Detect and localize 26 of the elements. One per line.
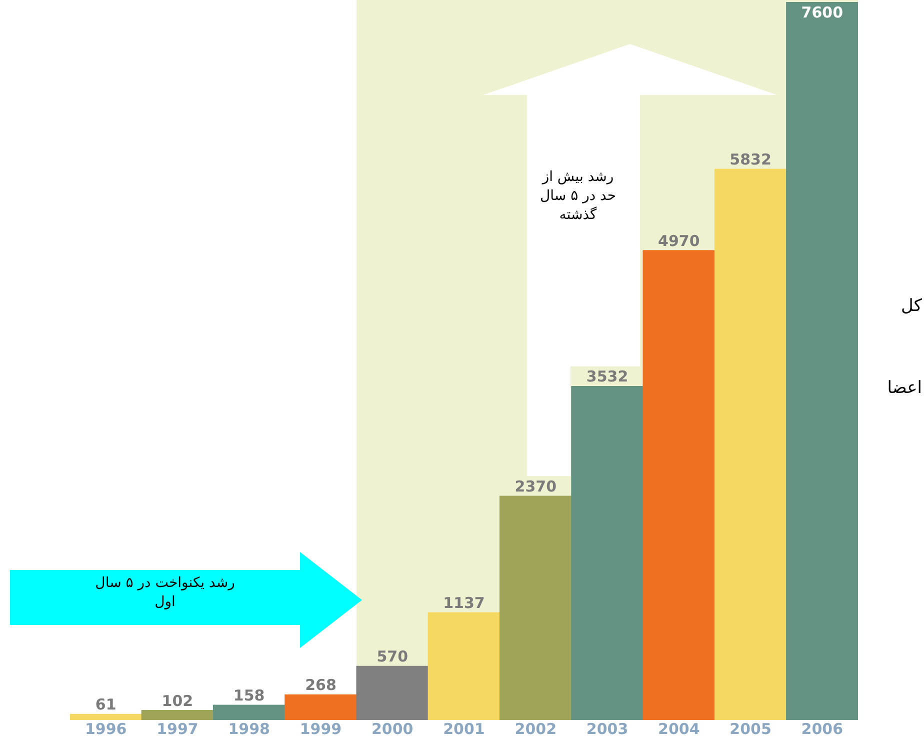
text: اعضا: [886, 378, 922, 398]
data-label: 61: [95, 696, 116, 714]
data-label: 2370: [514, 477, 557, 496]
x-tick-label: 1999: [300, 720, 342, 738]
data-label: 268: [305, 676, 336, 694]
x-tick-label: 1997: [156, 720, 198, 738]
data-label: 7600: [801, 3, 844, 22]
x-tick-label: 2006: [801, 720, 844, 738]
data-label: 1137: [443, 594, 485, 612]
text: کل: [900, 296, 922, 316]
x-tick-label: 2002: [514, 720, 557, 738]
data-label: 4970: [658, 232, 700, 250]
x-tick-label: 2000: [371, 720, 414, 738]
annotation: رشد بیش از حد در ۵ سال گذشته: [538, 168, 618, 225]
annotation: رشد یکنواخت در ۵ سال اول: [94, 574, 236, 612]
x-tick-label: 2001: [443, 720, 485, 738]
x-tick-label: 2004: [658, 720, 700, 738]
x-tick-label: 2005: [730, 720, 772, 738]
data-label: 158: [233, 686, 265, 704]
data-label: 570: [376, 648, 408, 666]
data-label: 3532: [586, 368, 628, 386]
x-tick-label: 2003: [586, 720, 628, 738]
x-tick-label: 1998: [228, 720, 270, 738]
x-tick-label: 1996: [84, 720, 127, 738]
data-label: 102: [162, 692, 194, 710]
data-label: 5832: [730, 150, 772, 168]
